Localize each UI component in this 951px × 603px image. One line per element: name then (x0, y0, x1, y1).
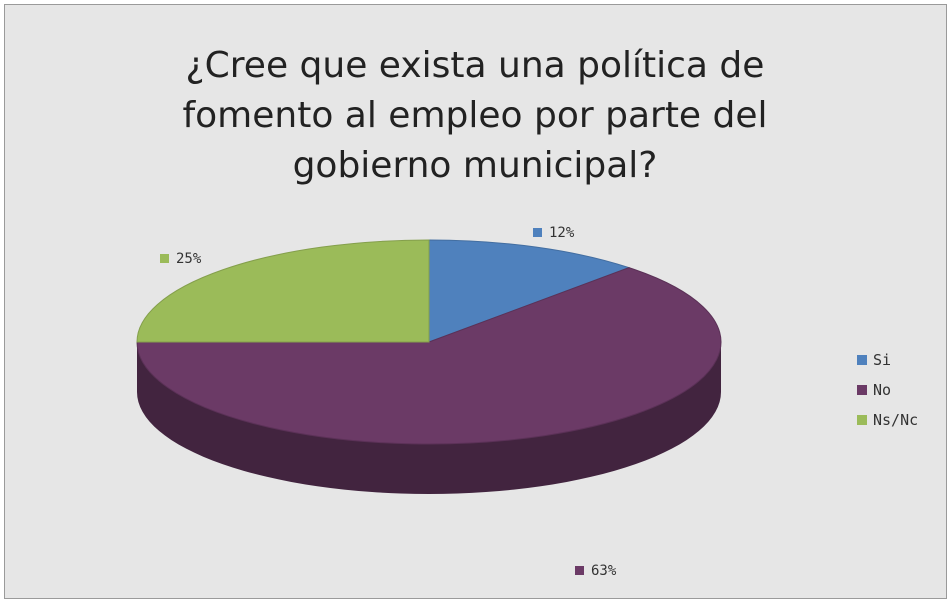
legend-item-nsnc: Ns/Nc (857, 405, 918, 435)
legend-item-si: Si (857, 345, 918, 375)
chart-area: ¿Cree que exista una política de fomento… (4, 4, 947, 599)
pie-data-labels: 12% 63% 25% (160, 225, 617, 579)
data-label-marker (575, 566, 584, 575)
legend-swatch-si (857, 355, 867, 365)
data-label-no: 63% (575, 563, 617, 579)
data-label-marker (533, 228, 542, 237)
data-label-text: 12% (549, 225, 575, 241)
pie-slice-nsnc (136, 239, 430, 343)
pie-chart: 12% 63% 25% (136, 225, 722, 579)
legend-label-no: No (873, 381, 892, 399)
pie-slice-no (136, 267, 722, 445)
legend-swatch-no (857, 385, 867, 395)
data-label-text: 63% (591, 563, 617, 579)
pie-3d-sides (137, 342, 721, 494)
legend-item-no: No (857, 375, 918, 405)
legend-label-nsnc: Ns/Nc (873, 411, 919, 429)
data-label-text: 25% (176, 251, 202, 267)
pie-slice-si (428, 239, 631, 343)
pie-slices (136, 239, 722, 445)
pie-side-no (137, 342, 721, 494)
legend-label-si: Si (873, 351, 892, 369)
legend-swatch-nsnc (857, 415, 867, 425)
data-label-si: 12% (533, 225, 575, 241)
legend: Si No Ns/Nc (857, 345, 918, 435)
chart-title: ¿Cree que exista una política de fomento… (182, 45, 768, 186)
data-label-nsnc: 25% (160, 251, 202, 267)
data-label-marker (160, 254, 169, 263)
